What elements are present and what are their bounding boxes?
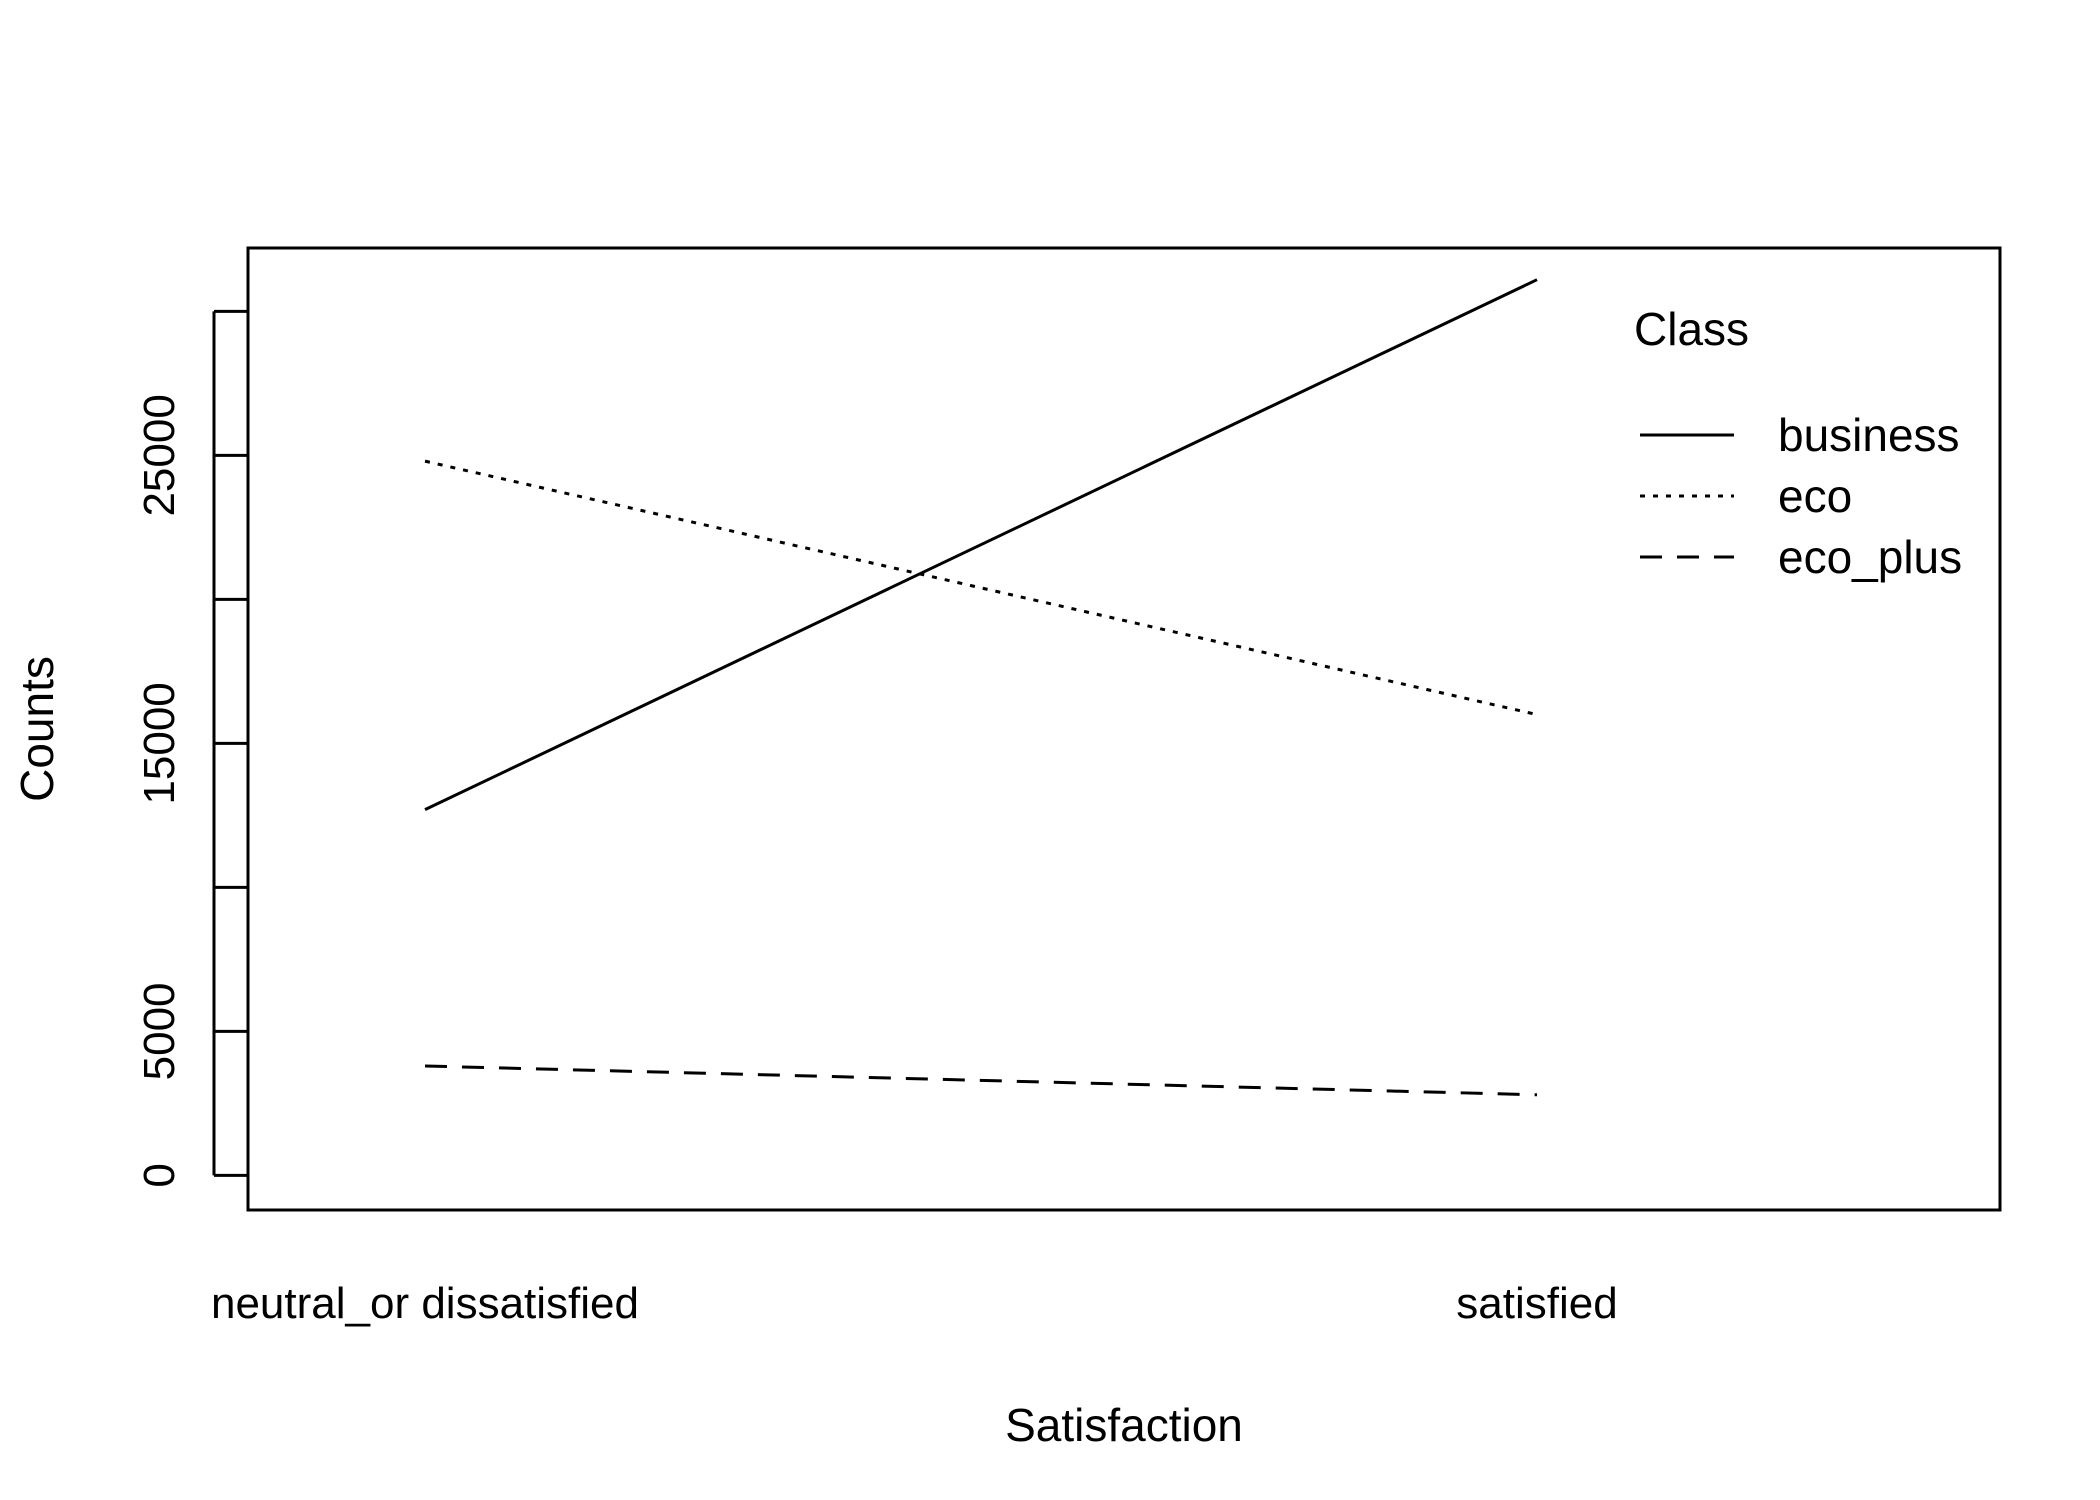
x-tick-label: satisfied xyxy=(1456,1279,1617,1328)
y-axis-label: Counts xyxy=(11,656,63,802)
x-tick-label: neutral_or dissatisfied xyxy=(211,1279,639,1328)
series-lines xyxy=(424,278,1538,1097)
y-tick-label: 25000 xyxy=(135,394,184,516)
legend-label-eco: eco xyxy=(1778,470,1852,522)
series-line-business xyxy=(424,278,1538,812)
x-axis: neutral_or dissatisfied satisfied xyxy=(211,1279,1618,1328)
y-axis: 0 5000 15000 25000 xyxy=(135,309,248,1188)
series-line-eco_plus xyxy=(424,1064,1538,1097)
y-tick-label: 15000 xyxy=(135,682,184,804)
legend-title: Class xyxy=(1634,303,1749,355)
y-tick-label: 0 xyxy=(135,1163,184,1187)
plot-frame xyxy=(246,246,2002,1212)
x-axis-label: Satisfaction xyxy=(1005,1399,1243,1451)
y-tick-label: 5000 xyxy=(135,982,184,1080)
series-line-eco xyxy=(424,459,1538,717)
legend-label-eco_plus: eco_plus xyxy=(1778,531,1962,583)
legend: Class business eco eco_plus xyxy=(1634,303,1962,583)
legend-label-business: business xyxy=(1778,409,1960,461)
